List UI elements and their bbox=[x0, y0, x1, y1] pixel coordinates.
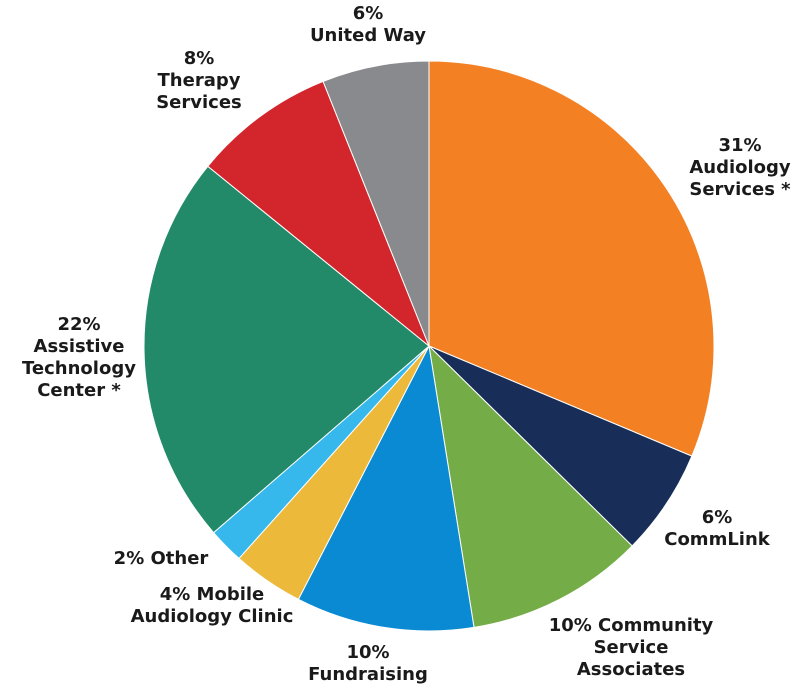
pie-label-line: Services * bbox=[689, 179, 791, 200]
pie-label-line: 2% Other bbox=[114, 548, 209, 569]
pie-label-line: Therapy bbox=[158, 70, 241, 91]
pie-label-line: Associates bbox=[577, 659, 685, 680]
pie-label-commlink: 6% CommLink bbox=[664, 507, 771, 550]
pie-label-fundraising: 10% Fundraising bbox=[308, 642, 428, 685]
pie-label-line: 10% Community bbox=[549, 615, 714, 636]
pie-label-assistive-technology-center: 22% Assistive Technology Center * bbox=[22, 314, 136, 401]
pie-slice-therapy-services bbox=[207, 80, 431, 348]
pie-label-line: Fundraising bbox=[308, 664, 428, 685]
pie-label-community-service-associates: 10% Community Service Associates bbox=[549, 615, 714, 680]
pie-label-line: 10% bbox=[346, 642, 389, 663]
pie-label-line: 6% bbox=[353, 3, 384, 24]
pie-label-line: 6% bbox=[702, 507, 733, 528]
pie-label-line: Audiology bbox=[689, 157, 791, 178]
pie-slices bbox=[143, 60, 715, 632]
pie-label-line: United Way bbox=[310, 25, 426, 46]
pie-label-therapy-services: 8% Therapy Services bbox=[156, 48, 242, 113]
pie-label-united-way: 6% United Way bbox=[310, 3, 426, 46]
pie-label-line: Services bbox=[156, 92, 242, 113]
pie-slice-assistive-technology-center bbox=[143, 165, 430, 534]
pie-label-line: Assistive bbox=[34, 336, 125, 357]
pie-slice-audiology-services bbox=[428, 60, 715, 457]
pie-label-line: Technology bbox=[22, 358, 136, 379]
pie-label-audiology-services: 31% Audiology Services * bbox=[689, 135, 791, 200]
pie-label-other: 2% Other bbox=[114, 548, 209, 569]
pie-label-line: 22% bbox=[57, 314, 100, 335]
pie-label-mobile-audiology-clinic: 4% Mobile Audiology Clinic bbox=[131, 584, 294, 627]
pie-label-line: CommLink bbox=[664, 529, 771, 550]
pie-label-line: Service bbox=[594, 637, 669, 658]
pie-slice-fundraising bbox=[297, 344, 475, 632]
pie-label-line: Audiology Clinic bbox=[131, 606, 294, 627]
pie-label-line: 4% Mobile bbox=[160, 584, 265, 605]
pie-slice-community-service-associates bbox=[428, 344, 633, 628]
pie-slice-united-way bbox=[322, 60, 430, 347]
pie-label-line: 31% bbox=[718, 135, 761, 156]
pie-label-line: 8% bbox=[184, 48, 215, 69]
pie-label-line: Center * bbox=[37, 380, 121, 401]
